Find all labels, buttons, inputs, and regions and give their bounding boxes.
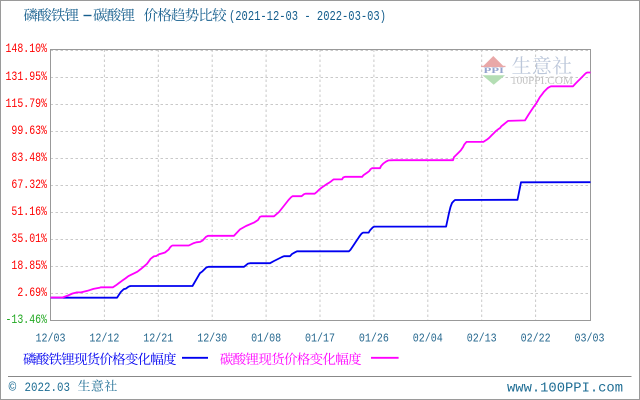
- svg-text:01/17: 01/17: [305, 332, 335, 346]
- svg-text:02/22: 02/22: [521, 332, 551, 346]
- svg-text:12/03: 12/03: [36, 332, 66, 346]
- svg-text:131.95%: 131.95%: [6, 70, 48, 84]
- svg-text:18.85%: 18.85%: [11, 259, 47, 273]
- svg-text:-13.46%: -13.46%: [6, 313, 48, 327]
- svg-text:99.63%: 99.63%: [11, 124, 47, 138]
- svg-text:148.10%: 148.10%: [6, 42, 48, 56]
- svg-text:51.16%: 51.16%: [11, 205, 47, 219]
- svg-text:2.69%: 2.69%: [17, 286, 47, 300]
- svg-text:12/21: 12/21: [143, 332, 173, 346]
- svg-text:©: ©: [9, 380, 17, 395]
- svg-text:02/13: 02/13: [467, 332, 497, 346]
- svg-text:67.32%: 67.32%: [11, 178, 47, 192]
- svg-text:2022.03: 2022.03: [25, 380, 71, 395]
- svg-text:03/03: 03/03: [575, 332, 605, 346]
- svg-text:01/08: 01/08: [251, 332, 281, 346]
- svg-text:02/04: 02/04: [413, 332, 443, 346]
- svg-text:35.01%: 35.01%: [11, 232, 47, 246]
- svg-text:(2021-12-03 - 2022-03-03): (2021-12-03 - 2022-03-03): [229, 10, 386, 25]
- svg-text:PPI: PPI: [484, 66, 505, 75]
- svg-text:83.48%: 83.48%: [11, 151, 47, 165]
- svg-text:12/12: 12/12: [89, 332, 119, 346]
- svg-text:115.79%: 115.79%: [6, 97, 48, 111]
- svg-text:01/26: 01/26: [359, 332, 389, 346]
- svg-text:100PPI.COM: 100PPI.COM: [511, 73, 573, 87]
- svg-text:12/30: 12/30: [197, 332, 227, 346]
- svg-text:www.100PPI.com: www.100PPI.com: [507, 381, 623, 397]
